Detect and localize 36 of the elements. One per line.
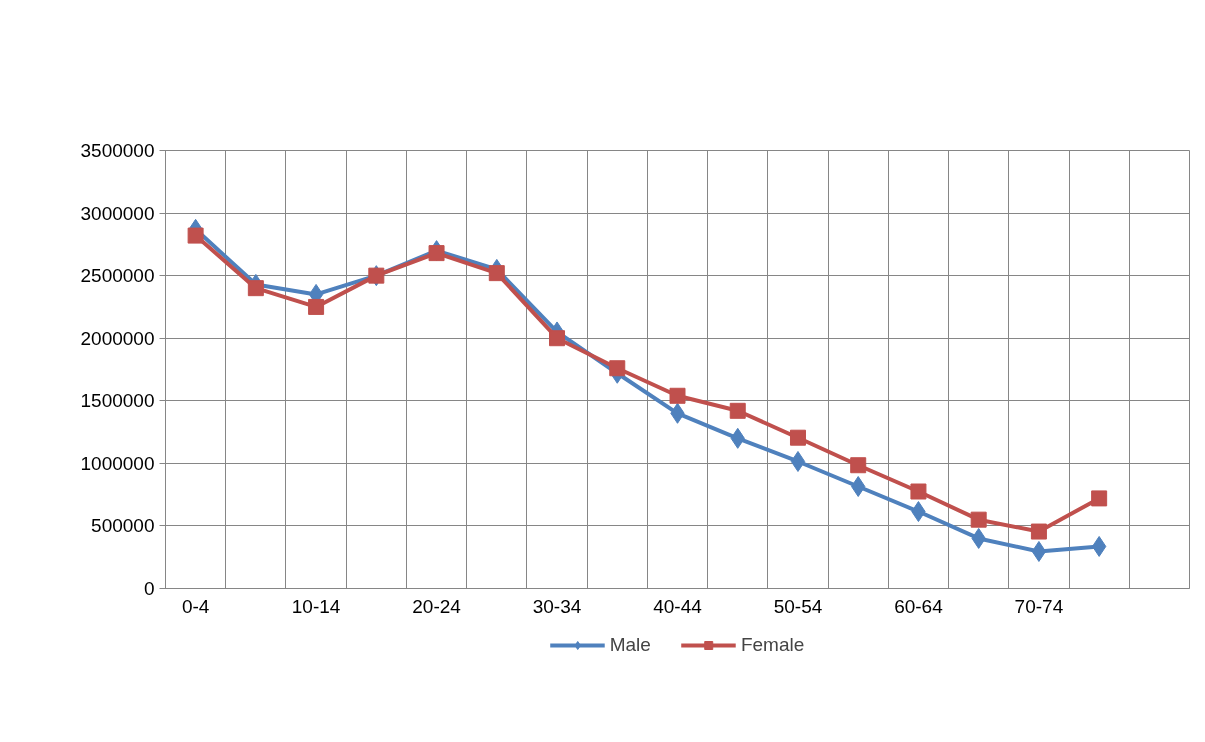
x-tick-label: 50-54 [773,595,823,617]
point [1031,540,1047,562]
y-tick-label: 2000000 [80,327,155,349]
x-tick-label: 40-44 [653,595,703,617]
point [790,450,806,472]
point [187,227,204,244]
x-tick-label: 10-14 [291,595,341,617]
x-tick-label: 70-74 [1014,595,1064,617]
y-tick-label: 500000 [91,515,155,537]
point [428,245,445,262]
y-tick-label: 1500000 [80,390,155,412]
legend-label: Female [740,634,805,656]
point [789,429,806,446]
x-tick-label: 30-34 [532,595,582,617]
point [970,511,987,528]
point [669,387,686,404]
point [1091,535,1107,557]
point [910,483,927,500]
point [729,402,746,419]
x-tick-label: 0-4 [181,595,210,617]
point [247,280,264,297]
legend-label: Male [609,634,651,656]
x-tick-label: 20-24 [412,595,462,617]
point [1091,490,1108,507]
y-tick-label: 2500000 [80,265,155,287]
point [1030,523,1047,540]
point [308,298,325,315]
point [549,330,566,347]
y-tick-label: 3500000 [80,140,155,161]
x-tick-label: 60-64 [894,595,944,617]
point [609,360,626,377]
y-tick-label: 0 [143,578,155,599]
y-tick-label: 3000000 [80,202,155,224]
point [850,457,867,474]
y-tick-label: 1000000 [80,452,155,474]
point [488,265,505,282]
